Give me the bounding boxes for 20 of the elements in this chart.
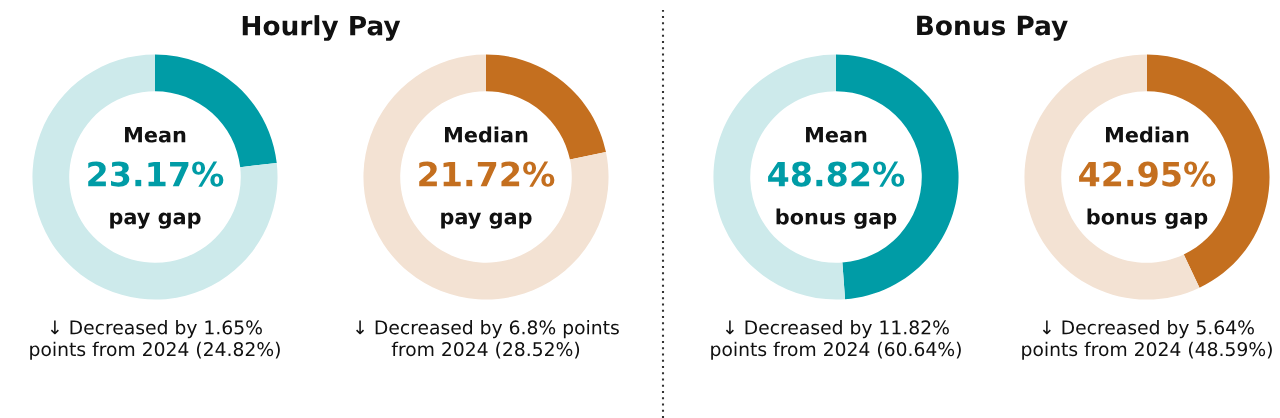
text: pay gap [110, 212, 201, 229]
data-label: 48.82% [768, 161, 905, 187]
data-label: 23.17% [88, 161, 224, 187]
chart-title: Hourly Pay [242, 15, 401, 41]
chart-title: Bonus Pay [917, 15, 1068, 41]
donut-slice [32, 54, 278, 300]
text: ↓ Decreased by 5.64% points from 2024 (48.59%) [1022, 320, 1272, 360]
text: bonus gap [776, 208, 897, 229]
text: pay gap [441, 212, 532, 229]
text: Mean [806, 127, 867, 143]
text: Mean [125, 127, 186, 143]
text: bonus gap [1087, 208, 1208, 229]
text: ↓ Decreased by 1.65% points from 2024 (24.82%) [30, 320, 280, 360]
data-label: 42.95% [1079, 161, 1216, 187]
donut-slice [363, 54, 609, 300]
text: Median [445, 126, 528, 143]
text: Median [1106, 126, 1189, 143]
data-label: 21.72% [419, 161, 555, 187]
text: ↓ Decreased by 6.8% points from 2024 (28.52%) [356, 320, 619, 359]
text: ↓ Decreased by 11.82% points from 2024 (60.64%) [711, 320, 961, 360]
